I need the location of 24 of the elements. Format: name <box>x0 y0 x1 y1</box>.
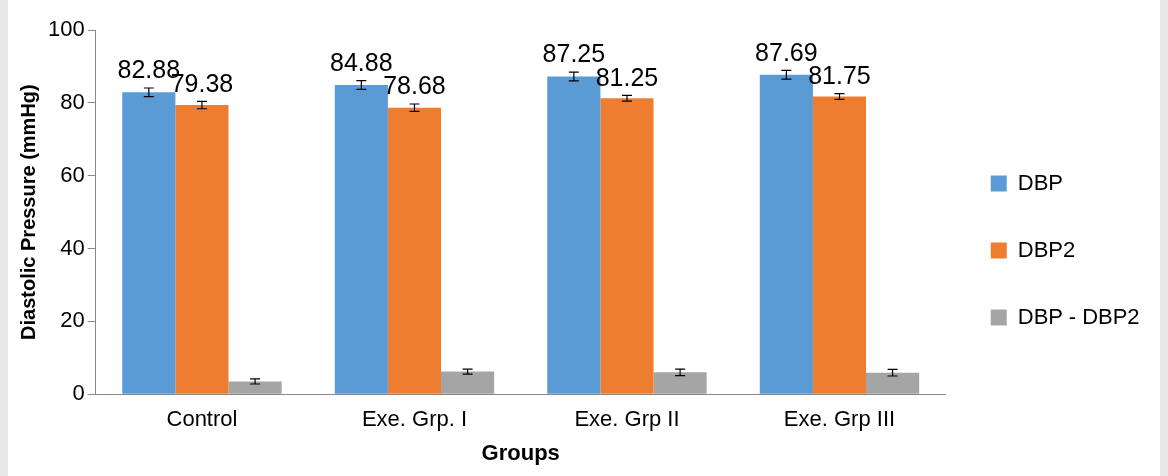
legend-label: DBP2 <box>1017 236 1076 262</box>
y-tick-label: 60 <box>60 161 85 187</box>
bar <box>653 372 707 394</box>
bar <box>600 98 654 394</box>
y-tick-label: 100 <box>47 16 85 42</box>
bar <box>228 381 282 394</box>
y-axis-title: Diastolic Pressure (mmHg) <box>16 84 39 340</box>
bar <box>122 92 176 394</box>
x-tick-label: Exe. Grp II <box>574 406 680 432</box>
y-tick-label: 40 <box>60 234 85 260</box>
y-tick-label: 80 <box>60 88 85 114</box>
x-tick-label: Control <box>166 406 238 432</box>
bar <box>866 372 920 394</box>
bar <box>812 96 867 394</box>
bar <box>441 371 495 394</box>
legend-label: DBP <box>1017 169 1063 195</box>
y-tick-label: 20 <box>60 307 85 333</box>
x-tick-label: Exe. Grp. I <box>361 406 468 432</box>
x-axis-title: Groups <box>481 439 560 465</box>
bar <box>175 105 229 394</box>
y-tick-label: 0 <box>72 380 85 406</box>
bar <box>387 107 442 394</box>
x-tick-label: Exe. Grp III <box>783 406 896 432</box>
legend-label: DBP - DBP2 <box>1017 303 1140 329</box>
